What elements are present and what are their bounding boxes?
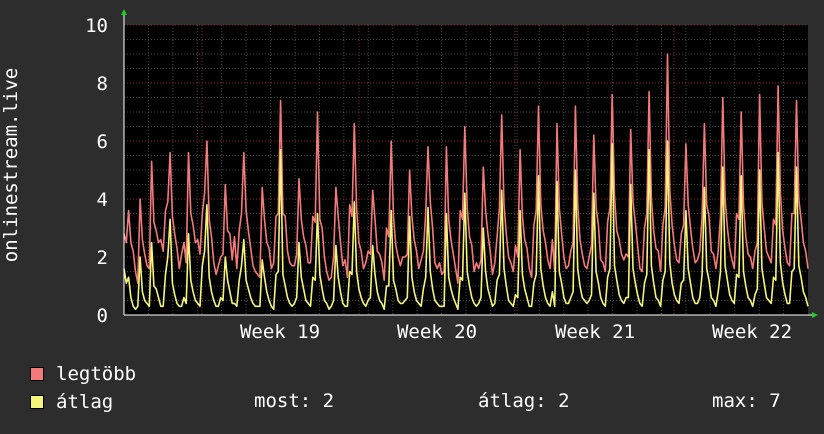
x-tick-label: Week 19	[240, 321, 320, 343]
y-tick-label: 2	[97, 247, 108, 269]
legend-swatch-legtobb	[30, 367, 44, 381]
x-tick-label: Week 21	[555, 321, 635, 343]
x-axis-arrow	[812, 312, 818, 318]
y-tick-label: 6	[97, 131, 108, 153]
series-line-atlag	[123, 140, 809, 311]
x-tick-label: Week 22	[712, 321, 792, 343]
x-tick-label: Week 20	[397, 321, 477, 343]
y-tick-label: 4	[97, 189, 108, 211]
legend-item-atlag: átlag	[30, 390, 113, 414]
series-line-legtobb	[123, 53, 809, 284]
y-tick-label: 8	[97, 73, 108, 95]
legend-label-atlag: átlag	[56, 391, 114, 413]
y-tick-label: 10	[85, 15, 108, 37]
y-tick-label: 0	[97, 305, 108, 327]
stat-most: most: 2	[254, 390, 335, 412]
stat-max: max: 7	[712, 390, 781, 412]
y-axis-arrow	[121, 9, 127, 15]
stat-atlag: átlag: 2	[478, 390, 570, 412]
axis-layer: 0 2 4 6 8 10 Week 19 Week 20 Week 21 Week 22	[85, 9, 818, 343]
legend-item-legtobb: legtöbb	[30, 362, 136, 386]
y-axis-label: onlinestream.live	[0, 68, 22, 262]
legend-swatch-atlag	[30, 395, 44, 409]
legend-label-legtobb: legtöbb	[56, 363, 137, 385]
series-layer	[123, 53, 809, 311]
